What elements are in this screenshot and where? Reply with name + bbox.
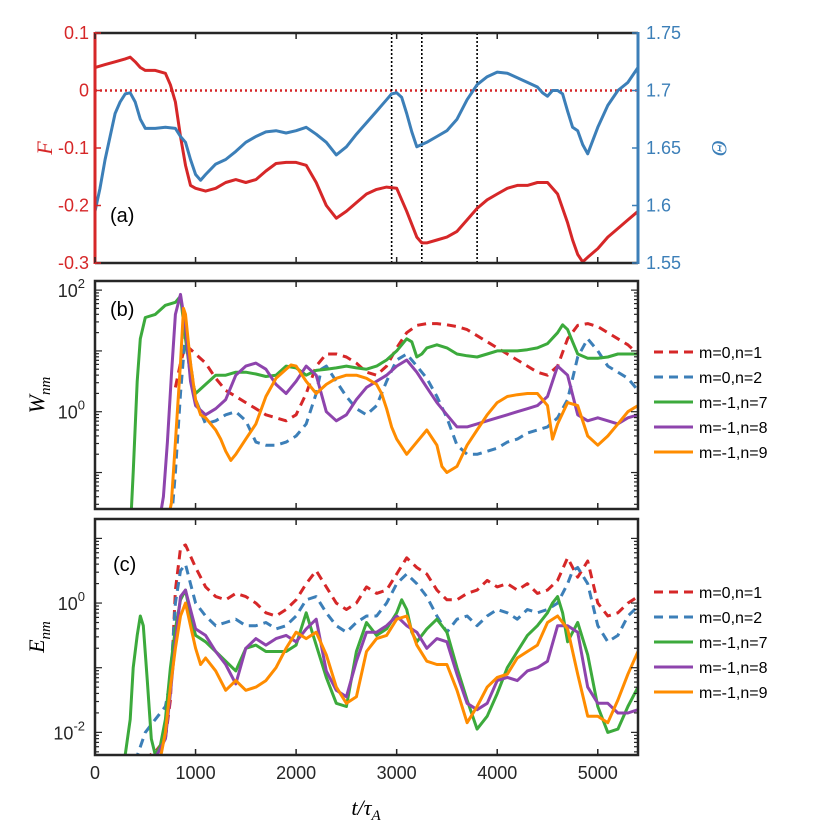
left-tick-label: -0.2: [58, 196, 89, 216]
left-tick-label: 0: [79, 81, 89, 101]
x-tick-label: 5000: [578, 763, 618, 783]
right-tick-label: 1.55: [646, 253, 681, 273]
right-tick-label: 1.6: [646, 196, 671, 216]
panel-a: 0.1 0 -0.1 -0.2 -0.3 1.75 1.7 1.65 1.6 1.55 F Θ (a): [32, 23, 732, 273]
legend-entry: m=-1,n=9: [699, 685, 768, 702]
x-tick-label: 0: [90, 763, 100, 783]
legend-entry: m=0,n=2: [699, 370, 762, 387]
series-line-m-0-n-2: [170, 331, 638, 509]
legend-entry: m=0,n=2: [699, 610, 762, 627]
legend-b: m=0,n=1 m=0,n=2 m=-1,n=7 m=-1,n=8 m=-1,n=9: [654, 345, 768, 462]
legend-entry: m=0,n=1: [699, 585, 762, 602]
panel-b: 100 102 Wnm (b) m=0,n=1 m=0,n=2 m=-1,n=7 m=-1,n…: [24, 276, 768, 511]
left-axis-label: F: [32, 141, 57, 156]
series-line-m-0-n-1: [173, 322, 638, 423]
series-line-m--1-n-9: [159, 601, 638, 755]
panel-label-b: (b): [110, 299, 134, 321]
panel-label-c: (c): [113, 554, 136, 576]
series-line-m--1-n-7: [123, 588, 638, 755]
x-tick-label: 4000: [477, 763, 517, 783]
plot-area-a: [95, 33, 638, 263]
y-tick-label: 100: [58, 398, 85, 423]
right-axis-label: Θ: [707, 140, 732, 156]
legend-entry: m=-1,n=9: [699, 445, 768, 462]
series-line-m--1-n-8: [159, 292, 638, 509]
series-line-m-0-n-1: [147, 543, 638, 755]
series-line-theta: [95, 66, 638, 212]
y-tick-label: 102: [58, 276, 85, 301]
right-tick-label: 1.7: [646, 81, 671, 101]
y-axis-label-c: Enm: [24, 621, 54, 654]
series-line-F: [95, 55, 638, 263]
legend-c: m=0,n=1 m=0,n=2 m=-1,n=7 m=-1,n=8 m=-1,n=9: [654, 585, 768, 702]
legend-entry: m=-1,n=8: [699, 420, 768, 437]
x-tick-label: 3000: [377, 763, 417, 783]
legend-entry: m=-1,n=7: [699, 395, 768, 412]
panel-label-a: (a): [110, 205, 134, 227]
plot-area-b: [129, 292, 638, 509]
right-tick-label: 1.65: [646, 138, 681, 158]
left-tick-label: -0.3: [58, 253, 89, 273]
x-axis-label: t/τA: [351, 795, 381, 824]
plot-area-c: [123, 543, 638, 755]
series-line-m-0-n-2: [135, 562, 638, 755]
x-tick-label: 1000: [176, 763, 216, 783]
left-tick-label: -0.1: [58, 138, 89, 158]
series-line-m--1-n-9: [168, 306, 638, 509]
frame-b: [93, 279, 640, 511]
legend-entry: m=-1,n=7: [699, 635, 768, 652]
y-tick-label: 10-2: [53, 718, 85, 743]
legend-entry: m=0,n=1: [699, 345, 762, 362]
x-tick-label: 2000: [276, 763, 316, 783]
legend-entry: m=-1,n=8: [699, 660, 768, 677]
left-tick-label: 0.1: [64, 23, 89, 43]
series-line-m--1-n-8: [155, 588, 638, 755]
right-tick-label: 1.75: [646, 23, 681, 43]
y-tick-label: 100: [58, 589, 85, 614]
y-axis-label-b: Wnm: [24, 377, 54, 414]
